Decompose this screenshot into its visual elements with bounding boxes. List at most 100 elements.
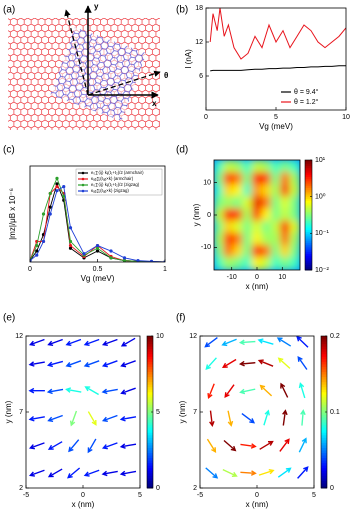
arrow bbox=[298, 437, 307, 453]
colorbar-segment bbox=[321, 404, 327, 408]
legend-label: κₐᵦ∑ⱼ(ℓₐᵦ×k) (armchair) bbox=[91, 176, 134, 181]
heatmap-cell bbox=[242, 172, 253, 186]
y-tick-label: 18 bbox=[195, 5, 203, 12]
colorbar-segment bbox=[321, 447, 327, 451]
colorbar-segment bbox=[147, 348, 153, 352]
colorbar-segment bbox=[305, 229, 312, 232]
colorbar-segment bbox=[305, 163, 312, 166]
x-tick-label: -5 bbox=[23, 492, 29, 499]
heatmap-cell bbox=[232, 160, 244, 174]
heatmap-cell bbox=[270, 160, 282, 174]
heatmap-cell bbox=[214, 172, 225, 186]
lattice-top bbox=[50, 27, 147, 121]
colorbar-segment bbox=[305, 187, 312, 190]
heatmap-cell bbox=[214, 160, 225, 174]
arrow bbox=[296, 336, 309, 348]
colorbar-segment bbox=[321, 409, 327, 413]
heatmap-cell bbox=[289, 172, 300, 186]
colorbar-segment bbox=[147, 374, 153, 378]
arrow bbox=[238, 360, 256, 367]
heatmap-cell bbox=[289, 196, 300, 210]
colorbar-segment bbox=[305, 189, 312, 192]
marker bbox=[82, 252, 86, 256]
colorbar-segment bbox=[147, 434, 153, 438]
arrow bbox=[28, 387, 45, 394]
colorbar-segment bbox=[305, 266, 312, 269]
colorbar-segment bbox=[305, 178, 312, 181]
colorbar-segment bbox=[147, 457, 153, 461]
y-tick-label: 7 bbox=[19, 409, 23, 416]
heatmap-cell bbox=[270, 196, 282, 210]
colorbar-segment bbox=[147, 455, 153, 459]
colorbar-segment bbox=[305, 160, 312, 163]
axes-frame bbox=[25, 335, 141, 489]
arrow bbox=[101, 360, 118, 368]
colorbar-segment bbox=[147, 482, 153, 486]
colorbar-tick-label: 10¹ bbox=[315, 157, 326, 164]
colorbar-segment bbox=[321, 442, 327, 446]
arrow bbox=[206, 438, 217, 454]
y-axis-label: |mz|/μB x 10⁻⁶ bbox=[8, 188, 17, 240]
marker bbox=[55, 182, 59, 186]
heatmap-cell bbox=[280, 172, 291, 186]
heatmap-cell bbox=[214, 208, 225, 222]
x-axis-label: Vg (meV) bbox=[81, 274, 115, 283]
arrow bbox=[47, 441, 63, 450]
colorbar-segment bbox=[305, 167, 312, 170]
x-tick-label: 5 bbox=[274, 114, 278, 121]
colorbar-segment bbox=[147, 444, 153, 448]
x-axis-label: x (nm) bbox=[246, 282, 269, 291]
colorbar-segment bbox=[305, 169, 312, 172]
colorbar-segment bbox=[147, 396, 153, 400]
colorbar-segment bbox=[321, 470, 327, 474]
colorbar-segment bbox=[305, 262, 312, 265]
colorbar-segment bbox=[305, 255, 312, 258]
colorbar-segment bbox=[147, 447, 153, 451]
colorbar-tick-label: 10 bbox=[156, 333, 164, 340]
x-tick-label: 5 bbox=[138, 492, 142, 499]
x-tick-label: 0 bbox=[255, 274, 259, 281]
y-tick-label: 12 bbox=[15, 333, 23, 340]
colorbar-segment bbox=[305, 165, 312, 168]
y-axis-label: y (nm) bbox=[4, 400, 13, 423]
x-tick-label: -10 bbox=[227, 274, 237, 281]
lattice-diagram: y x θ bbox=[8, 2, 168, 130]
colorbar-segment bbox=[321, 341, 327, 345]
colorbar-segment bbox=[147, 472, 153, 476]
arrow bbox=[223, 439, 237, 452]
theta-label: θ bbox=[164, 71, 168, 80]
heatmap-cell bbox=[261, 184, 272, 198]
heatmap-cell bbox=[223, 256, 234, 270]
heatmap-cell bbox=[251, 232, 263, 246]
colorbar-segment bbox=[305, 200, 312, 203]
colorbar-segment bbox=[321, 414, 327, 418]
heatmap-cell bbox=[261, 208, 272, 222]
colorbar-segment bbox=[305, 205, 312, 209]
heatmap-cell bbox=[270, 184, 282, 198]
colorbar-segment bbox=[147, 404, 153, 408]
heatmap-cell bbox=[232, 208, 244, 222]
legend-marker bbox=[81, 189, 85, 193]
colorbar-segment bbox=[321, 427, 327, 431]
heatmap-cell bbox=[280, 160, 291, 174]
colorbar-segment bbox=[321, 465, 327, 469]
arrow bbox=[47, 414, 63, 423]
colorbar-segment bbox=[321, 389, 327, 393]
heatmap-cell bbox=[242, 208, 253, 222]
heatmap-cell bbox=[232, 220, 244, 234]
heatmap-cell bbox=[242, 256, 253, 270]
colorbar-segment bbox=[147, 406, 153, 410]
colorbar-segment bbox=[321, 485, 327, 489]
arrow bbox=[258, 468, 275, 476]
heatmap-cell bbox=[289, 232, 300, 246]
marker bbox=[35, 253, 39, 257]
heatmap-cell bbox=[289, 256, 300, 270]
colorbar-segment bbox=[147, 351, 153, 355]
colorbar-segment bbox=[147, 381, 153, 385]
heatmap-cell bbox=[251, 184, 263, 198]
colorbar-segment bbox=[321, 412, 327, 416]
arrow bbox=[120, 337, 136, 347]
colorbar-segment bbox=[305, 244, 312, 247]
colorbar-segment bbox=[321, 462, 327, 466]
arrow bbox=[101, 338, 118, 347]
